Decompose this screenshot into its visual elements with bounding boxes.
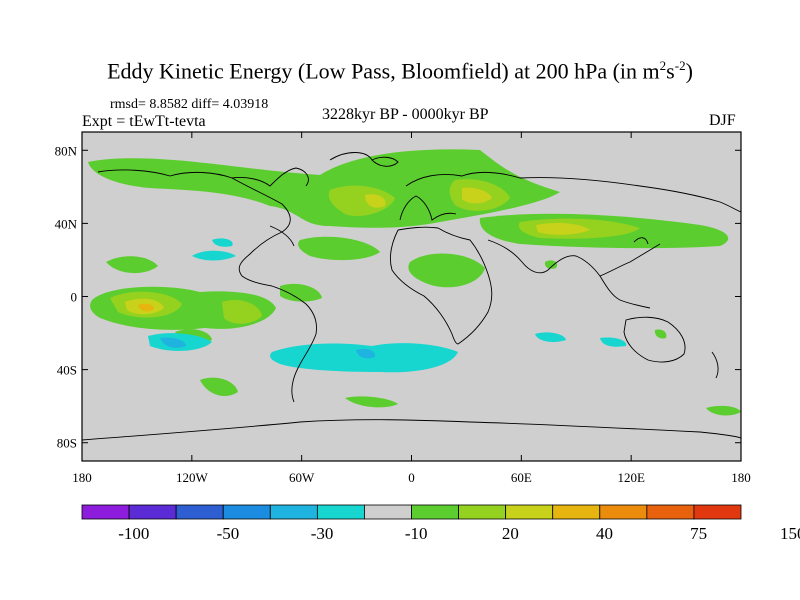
colorbar-swatch: [175, 504, 224, 520]
canada-coast: [231, 167, 309, 187]
lon-tick-label: 120W: [176, 470, 209, 485]
eurasia-north-coast: [405, 171, 741, 213]
anomaly-region: [106, 256, 158, 274]
colorbar-label: -100: [118, 524, 149, 543]
anomaly-region: [356, 348, 376, 359]
lon-tick-label: 60E: [511, 470, 532, 485]
colorbar-swatch: [222, 504, 271, 520]
anomaly-region: [222, 299, 262, 324]
colorbar-swatch: [458, 504, 507, 520]
colorbar: -100 -50 -30 -10 20 40 75 150: [81, 504, 800, 543]
anomaly-region: [328, 185, 395, 217]
anomaly-region: [298, 236, 380, 261]
anomaly-region: [535, 332, 566, 342]
lat-tick-label: 80S: [57, 436, 77, 451]
lon-tick-label: 0: [408, 470, 415, 485]
australia-coast: [623, 316, 686, 363]
map-title: Eddy Kinetic Energy (Low Pass, Bloomfiel…: [107, 58, 693, 84]
anomaly-region: [88, 149, 560, 228]
south-america-coast: [271, 285, 317, 403]
antarctica-coast: [82, 419, 741, 441]
lon-tick-label: 60W: [289, 470, 315, 485]
lat-tick-label: 40N: [55, 216, 78, 231]
anomaly-region: [654, 329, 667, 339]
anomaly-region: [536, 222, 590, 235]
map-axes: 80N 40N 0 40S 80S 180 120W 60W 0 60E 120E 180: [55, 132, 751, 485]
anomaly-region: [408, 253, 485, 288]
colorbar-swatch: [316, 504, 365, 520]
anomaly-region: [200, 377, 238, 396]
africa-west-coast: [389, 229, 459, 345]
greenland-coast: [329, 152, 373, 161]
colorbar-label: -30: [311, 524, 334, 543]
lat-tick-label: 0: [71, 290, 78, 305]
japan-coast: [633, 237, 649, 245]
new-zealand-coast: [711, 351, 719, 379]
anomaly-region: [192, 250, 236, 261]
anomaly-region: [160, 337, 186, 348]
colorbar-swatch: [693, 504, 742, 520]
colorbar-swatch: [411, 504, 459, 520]
colorbar-label: 20: [502, 524, 519, 543]
anomaly-region: [345, 396, 398, 408]
lat-tick-label: 80N: [55, 143, 78, 158]
colorbar-label: 75: [690, 524, 707, 543]
anomaly-region: [462, 187, 492, 204]
south-asia-coast: [487, 239, 661, 277]
anomaly-region: [138, 303, 154, 312]
anomaly-region: [600, 337, 627, 347]
anomaly-region: [365, 194, 386, 208]
lon-tick-label: 120E: [617, 470, 645, 485]
lon-tick-label: 180: [72, 470, 92, 485]
gulf-coast: [269, 225, 295, 247]
north-america-coast: [97, 169, 291, 287]
colorbar-swatch: [505, 504, 554, 520]
anomaly-region: [212, 238, 233, 247]
colorbar-swatch: [81, 504, 130, 520]
colorbar-swatch: [552, 504, 601, 520]
lat-tick-label: 40S: [57, 363, 77, 378]
colorbar-label: 40: [596, 524, 613, 543]
coastlines: [82, 152, 741, 441]
anomaly-region: [280, 283, 322, 302]
europe-coast: [399, 195, 457, 221]
anomaly-field: [88, 149, 741, 416]
colorbar-label: -10: [405, 524, 428, 543]
colorbar-swatch: [364, 504, 412, 520]
colorbar-label: 150: [780, 524, 800, 543]
anomaly-region: [706, 405, 741, 416]
anomaly-region: [544, 260, 558, 269]
stats-label: rmsd= 8.8582 diff= 4.03918: [110, 97, 269, 112]
southeast-asia-coast: [599, 275, 651, 309]
period-label: 3228kyr BP - 0000kyr BP: [322, 106, 489, 123]
season-label: DJF: [709, 112, 736, 129]
colorbar-swatch: [646, 504, 695, 520]
africa-coast: [397, 226, 493, 345]
lon-tick-label: 180: [731, 470, 751, 485]
experiment-label: Expt = tEwTt-tevta: [82, 113, 206, 130]
colorbar-swatch: [269, 504, 318, 520]
colorbar-label: -50: [217, 524, 240, 543]
colorbar-swatch: [128, 504, 177, 520]
colorbar-swatch: [599, 504, 648, 520]
iceland-coast: [371, 156, 399, 167]
